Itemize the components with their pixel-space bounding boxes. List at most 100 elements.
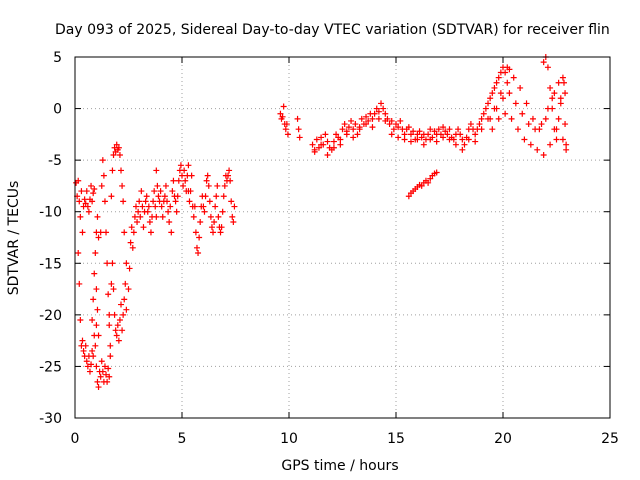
data-point bbox=[90, 190, 97, 197]
data-point bbox=[549, 95, 556, 102]
data-point bbox=[365, 117, 372, 124]
data-point bbox=[369, 124, 376, 131]
data-point bbox=[186, 198, 193, 205]
data-point bbox=[440, 134, 447, 141]
x-axis-label: GPS time / hours bbox=[281, 458, 398, 474]
data-point bbox=[90, 353, 97, 360]
data-point bbox=[311, 148, 318, 155]
data-point bbox=[215, 213, 222, 220]
data-point bbox=[107, 353, 114, 360]
data-point bbox=[83, 188, 90, 195]
y-tick-label: -10 bbox=[39, 205, 62, 221]
data-point bbox=[493, 105, 500, 112]
data-point bbox=[345, 124, 352, 131]
data-point bbox=[506, 66, 513, 73]
data-point bbox=[153, 167, 160, 174]
data-point bbox=[560, 79, 567, 86]
data-point bbox=[213, 193, 220, 200]
data-point bbox=[309, 141, 316, 148]
data-point bbox=[90, 296, 97, 303]
data-point bbox=[562, 90, 569, 97]
data-point bbox=[207, 213, 214, 220]
data-point bbox=[112, 327, 119, 334]
data-point bbox=[525, 121, 532, 128]
data-point bbox=[83, 358, 90, 365]
data-point bbox=[563, 141, 570, 148]
data-point bbox=[330, 138, 337, 145]
data-point bbox=[354, 131, 361, 138]
data-point bbox=[214, 182, 221, 189]
data-point bbox=[296, 134, 303, 141]
data-point bbox=[173, 208, 180, 215]
data-point bbox=[82, 342, 89, 349]
plot-frame bbox=[74, 56, 611, 419]
data-point bbox=[388, 131, 395, 138]
data-point bbox=[119, 327, 126, 334]
data-point bbox=[322, 131, 329, 138]
data-point bbox=[544, 64, 551, 71]
data-point bbox=[407, 131, 414, 138]
y-tick-label: -15 bbox=[39, 256, 62, 272]
data-point bbox=[179, 172, 185, 179]
data-point bbox=[318, 141, 325, 148]
data-point bbox=[95, 332, 102, 339]
data-point bbox=[89, 347, 96, 354]
data-point bbox=[225, 172, 232, 179]
data-point bbox=[393, 121, 399, 128]
data-point bbox=[114, 322, 121, 329]
data-point bbox=[455, 126, 462, 133]
y-tick-label: -30 bbox=[39, 411, 62, 427]
data-point bbox=[495, 115, 502, 122]
data-point bbox=[165, 208, 172, 215]
data-point bbox=[109, 167, 116, 174]
data-point bbox=[177, 162, 184, 169]
data-point bbox=[313, 136, 320, 143]
data-point bbox=[79, 337, 86, 344]
data-point bbox=[339, 126, 346, 133]
data-point bbox=[155, 193, 162, 200]
data-point bbox=[369, 115, 376, 122]
data-point bbox=[208, 224, 215, 231]
data-point bbox=[418, 182, 425, 189]
data-point bbox=[280, 103, 287, 110]
data-point bbox=[97, 229, 104, 236]
data-point bbox=[279, 113, 286, 120]
data-point bbox=[84, 203, 91, 210]
data-point bbox=[131, 213, 138, 220]
data-point bbox=[120, 311, 127, 318]
data-point bbox=[375, 108, 382, 115]
data-point bbox=[118, 301, 125, 308]
data-point bbox=[138, 188, 145, 195]
data-point bbox=[356, 126, 363, 133]
y-tick-label: -25 bbox=[39, 359, 62, 375]
data-point bbox=[130, 229, 137, 236]
data-point bbox=[373, 105, 380, 112]
data-point bbox=[363, 113, 370, 120]
data-point bbox=[529, 115, 536, 122]
data-point bbox=[476, 121, 483, 128]
data-point bbox=[446, 126, 453, 133]
data-point bbox=[371, 110, 378, 117]
data-point bbox=[562, 121, 569, 128]
data-point bbox=[559, 74, 566, 81]
data-point bbox=[414, 131, 421, 138]
data-point bbox=[294, 115, 301, 122]
data-point bbox=[127, 239, 134, 246]
data-point bbox=[77, 317, 84, 324]
data-point bbox=[170, 177, 177, 184]
data-point bbox=[230, 219, 237, 226]
data-point bbox=[538, 121, 545, 128]
data-point bbox=[553, 136, 560, 143]
data-point bbox=[201, 208, 208, 215]
data-point bbox=[363, 121, 370, 128]
data-point bbox=[120, 198, 127, 205]
data-point bbox=[444, 131, 451, 138]
data-point bbox=[129, 244, 136, 251]
data-point bbox=[420, 141, 427, 148]
data-point bbox=[523, 100, 530, 107]
axis-ticks: 0 5 10 15 20 25 5 0 -5 -10 -15 -20 -25 -30 bbox=[39, 50, 619, 447]
data-point bbox=[188, 172, 195, 179]
data-point bbox=[228, 198, 235, 205]
data-point bbox=[204, 172, 211, 179]
data-point bbox=[121, 296, 128, 303]
